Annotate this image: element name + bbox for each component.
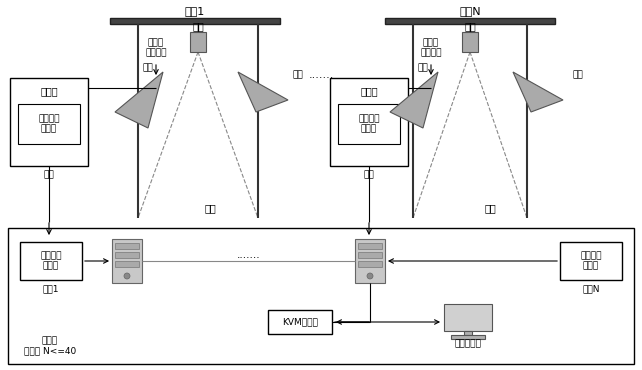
Bar — [385, 18, 555, 24]
Polygon shape — [238, 72, 288, 112]
Bar — [338, 104, 400, 144]
Text: 光纤: 光纤 — [44, 171, 55, 179]
Bar — [358, 261, 382, 267]
Text: .......: ....... — [308, 70, 334, 80]
Text: 现场箱: 现场箱 — [360, 86, 377, 96]
Bar — [115, 252, 139, 258]
Text: 第一光纤
收发器: 第一光纤 收发器 — [358, 114, 380, 134]
Bar — [8, 228, 634, 364]
Text: 现场箱: 现场箱 — [40, 86, 58, 96]
Text: 网线和
电源线等: 网线和 电源线等 — [145, 38, 167, 58]
Bar — [464, 332, 472, 335]
Text: .......: ....... — [237, 250, 260, 260]
Bar — [190, 32, 206, 52]
Text: 光源: 光源 — [418, 64, 428, 73]
Bar — [115, 261, 139, 267]
Text: KVM切换器: KVM切换器 — [282, 317, 318, 326]
Bar — [462, 32, 478, 52]
Bar — [451, 335, 485, 339]
Bar — [18, 104, 80, 144]
Text: 主控室
皮带数 N<=40: 主控室 皮带数 N<=40 — [24, 336, 76, 356]
Circle shape — [124, 273, 130, 279]
Text: 光源: 光源 — [573, 71, 584, 80]
Text: 光源: 光源 — [143, 64, 153, 73]
Circle shape — [367, 273, 373, 279]
Bar — [444, 304, 492, 332]
Bar — [358, 252, 382, 258]
Bar — [268, 310, 332, 334]
Text: 第一光纤
收发器: 第一光纤 收发器 — [39, 114, 60, 134]
Text: 皮带N: 皮带N — [582, 285, 600, 293]
Bar — [330, 78, 408, 166]
Bar — [358, 243, 382, 249]
Bar — [560, 242, 622, 280]
Bar — [20, 242, 82, 280]
Bar — [115, 243, 139, 249]
Bar — [112, 239, 142, 283]
Text: 皮带N: 皮带N — [459, 6, 481, 16]
Bar — [10, 78, 88, 166]
Text: 光源: 光源 — [293, 71, 304, 80]
Text: 第二光纤
收发器: 第二光纤 收发器 — [580, 251, 602, 271]
Polygon shape — [115, 72, 163, 128]
Bar — [355, 239, 385, 283]
Text: 第二光纤
收发器: 第二光纤 收发器 — [40, 251, 62, 271]
Text: 相机: 相机 — [192, 21, 204, 31]
Text: 皮带: 皮带 — [484, 203, 496, 213]
Text: 第一显示器: 第一显示器 — [455, 340, 482, 349]
Text: 皮带1: 皮带1 — [43, 285, 59, 293]
Text: 光纤: 光纤 — [363, 171, 374, 179]
Polygon shape — [390, 72, 438, 128]
Text: 网线和
电源线等: 网线和 电源线等 — [421, 38, 442, 58]
Text: 皮带: 皮带 — [204, 203, 216, 213]
Polygon shape — [513, 72, 563, 112]
Bar — [110, 18, 280, 24]
Text: 皮带1: 皮带1 — [185, 6, 205, 16]
Text: 相机: 相机 — [464, 21, 476, 31]
